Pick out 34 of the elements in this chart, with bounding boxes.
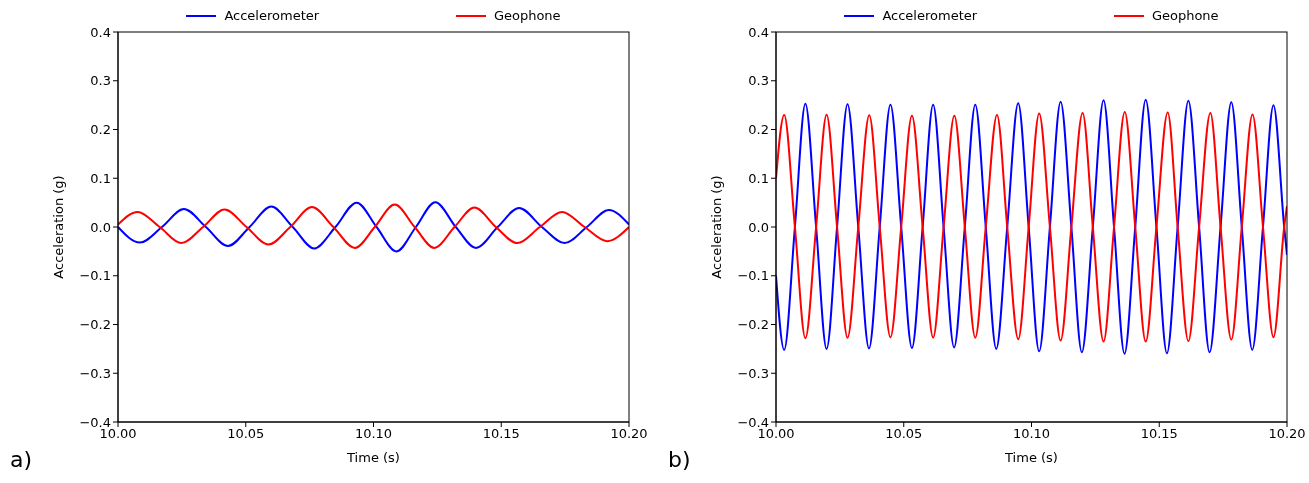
x-axis-title: Time (s): [346, 450, 400, 465]
x-tick-label: 10.20: [1268, 426, 1306, 442]
y-tick-label: 0.2: [90, 122, 111, 138]
y-tick-label: 0.1: [748, 170, 769, 186]
y-tick-label: −0.2: [737, 317, 769, 333]
x-axis-title: Time (s): [1004, 450, 1058, 465]
y-tick-label: −0.3: [79, 365, 111, 381]
y-tick-label: 0.3: [748, 73, 769, 89]
y-tick-label: 0.4: [90, 24, 111, 40]
x-tick-label: 10.20: [610, 426, 648, 442]
y-tick-label: 0.0: [748, 219, 769, 235]
legend-label: Accelerometer: [882, 8, 978, 23]
legend-label: Geophone: [493, 8, 561, 23]
y-tick-label: 0.4: [748, 24, 769, 40]
y-tick-label: −0.2: [79, 317, 111, 333]
y-tick-label: −0.1: [737, 268, 769, 284]
legend-label: Geophone: [1151, 8, 1219, 23]
y-tick-label: 0.1: [90, 170, 111, 186]
text: b): [668, 447, 691, 472]
x-tick-label: 10.10: [354, 426, 393, 442]
y-tick-label: 0.2: [748, 122, 769, 138]
text: a): [10, 447, 33, 472]
y-tick-label: −0.3: [737, 365, 769, 381]
x-tick-label: 10.05: [885, 426, 923, 442]
x-tick-label: 10.05: [227, 426, 265, 442]
y-tick-label: 0.3: [90, 73, 111, 89]
x-tick-label: 10.15: [482, 426, 520, 442]
x-tick-label: 10.15: [1140, 426, 1178, 442]
y-axis-title: Acceleration (g): [708, 175, 724, 279]
y-tick-label: 0.0: [90, 219, 111, 235]
x-tick-label: 10.10: [1012, 426, 1051, 442]
y-axis-title: Acceleration (g): [50, 175, 66, 279]
legend-label: Accelerometer: [224, 8, 320, 23]
y-tick-label: −0.1: [79, 268, 111, 284]
